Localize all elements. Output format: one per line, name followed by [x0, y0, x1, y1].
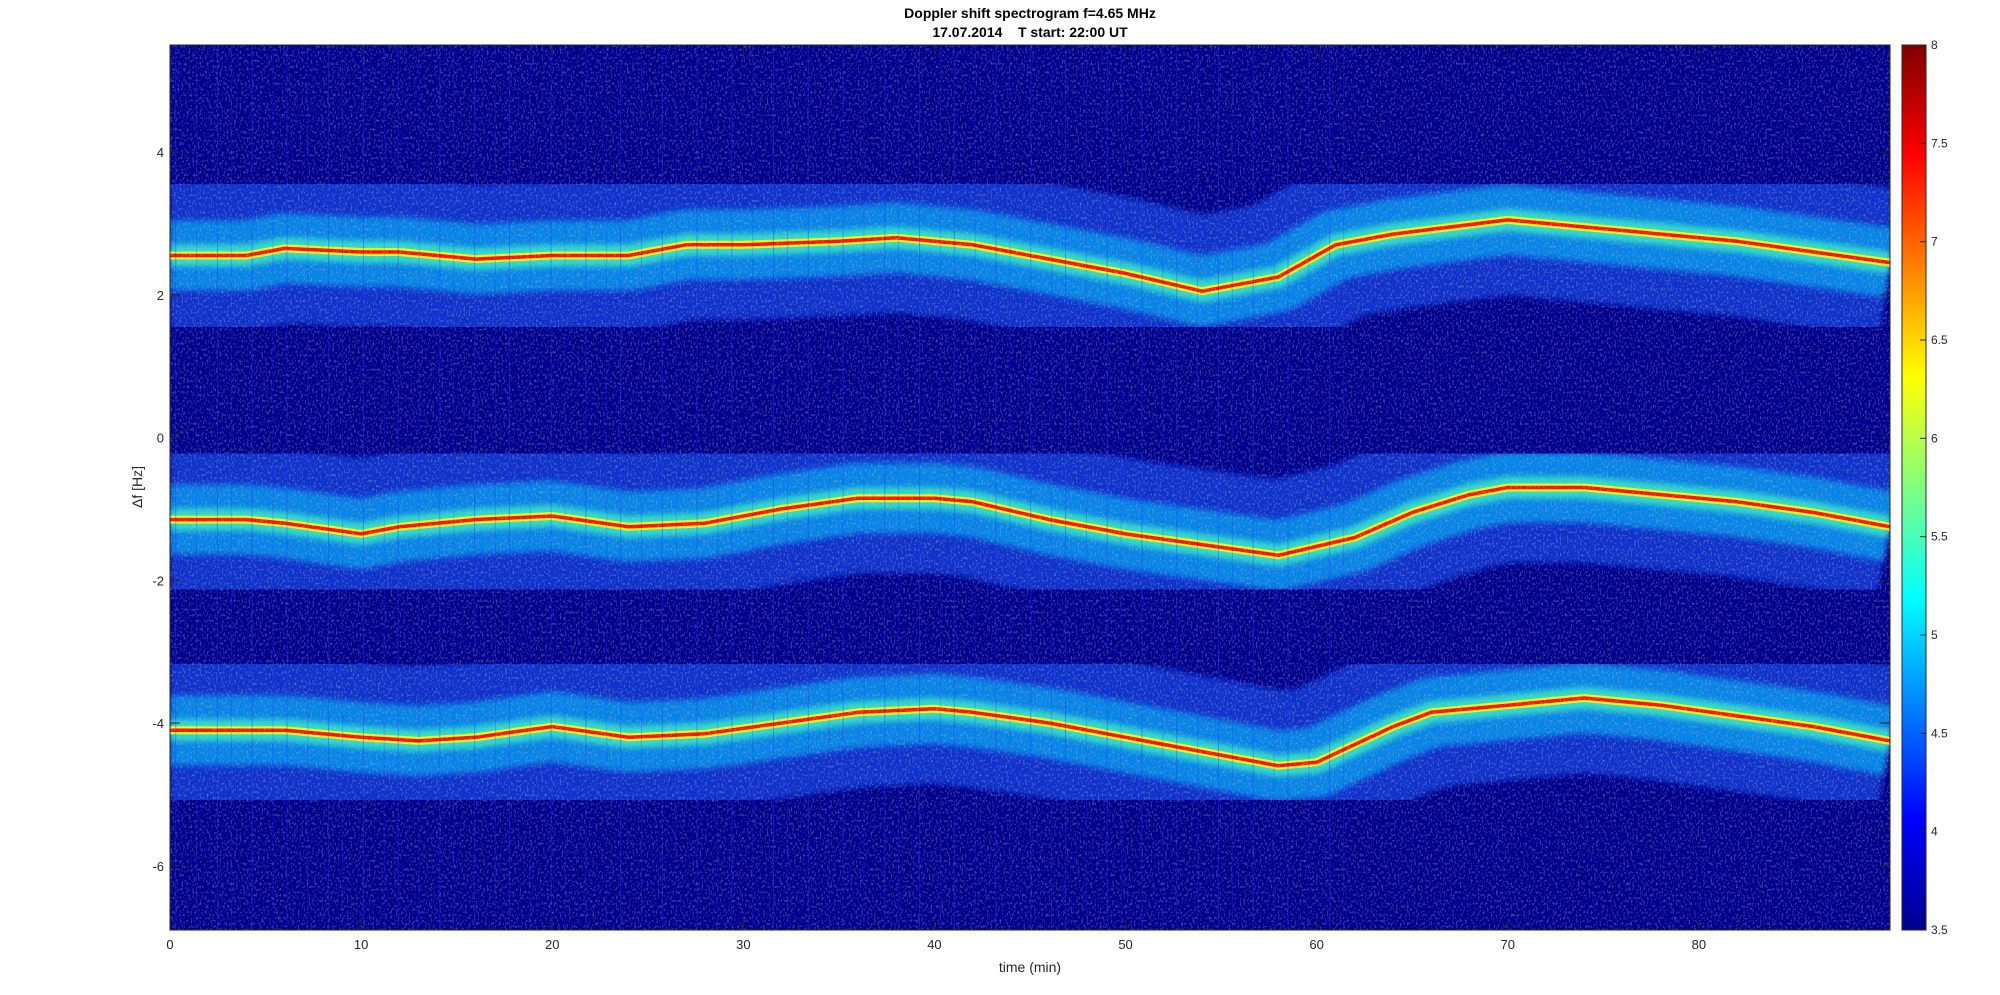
x-tick-label: 40 — [927, 937, 941, 952]
chart-title: Doppler shift spectrogram f=4.65 MHz — [904, 5, 1156, 21]
colorbar-tick-label: 8 — [1931, 38, 1938, 52]
y-tick-label: 4 — [157, 145, 164, 160]
colorbar-tick-label: 7.5 — [1931, 136, 1948, 150]
y-axis-label: Δf [Hz] — [129, 466, 145, 508]
colorbar-tick-label: 6 — [1931, 431, 1938, 445]
spectrogram-marks — [170, 45, 1890, 930]
noise-texture — [170, 45, 1890, 930]
y-axis: -6 -4 -2 0 2 4 — [152, 145, 1890, 874]
colorbar-tick-label: 5 — [1931, 628, 1938, 642]
x-axis: 0 10 20 30 40 50 60 70 80 — [166, 45, 1706, 952]
y-tick-label: 2 — [157, 288, 164, 303]
colorbar-ticks: 3.5 4 4.5 5 5.5 6 6.5 7 7.5 8 — [1920, 38, 1948, 937]
interference-streaks — [175, 45, 1345, 930]
x-tick-label: 70 — [1501, 937, 1515, 952]
x-tick-label: 60 — [1309, 937, 1323, 952]
x-tick-label: 50 — [1118, 937, 1132, 952]
x-axis-label: time (min) — [999, 959, 1061, 975]
colorbar-tick-label: 7 — [1931, 235, 1938, 249]
colorbar-tick-label: 4 — [1931, 825, 1938, 839]
x-tick-label: 30 — [736, 937, 750, 952]
x-tick-label: 0 — [166, 937, 173, 952]
colorbar: 3.5 4 4.5 5 5.5 6 6.5 7 7.5 8 — [1901, 38, 1948, 937]
plot-frame — [169, 44, 1891, 931]
y-tick-label: -6 — [152, 859, 164, 874]
chart-subtitle: 17.07.2014 T start: 22:00 UT — [932, 24, 1128, 40]
colorbar-gradient — [1901, 44, 1927, 931]
x-tick-label: 20 — [545, 937, 559, 952]
y-tick-label: -2 — [152, 573, 164, 588]
y-tick-label: -4 — [152, 716, 164, 731]
x-tick-label: 80 — [1692, 937, 1706, 952]
x-tick-label: 10 — [354, 937, 368, 952]
colorbar-tick-label: 5.5 — [1931, 530, 1948, 544]
colorbar-tick-label: 6.5 — [1931, 333, 1948, 347]
colorbar-tick-label: 3.5 — [1931, 923, 1948, 937]
y-tick-label: 0 — [157, 431, 164, 446]
colorbar-tick-label: 4.5 — [1931, 726, 1948, 740]
plot-area — [169, 44, 1891, 931]
